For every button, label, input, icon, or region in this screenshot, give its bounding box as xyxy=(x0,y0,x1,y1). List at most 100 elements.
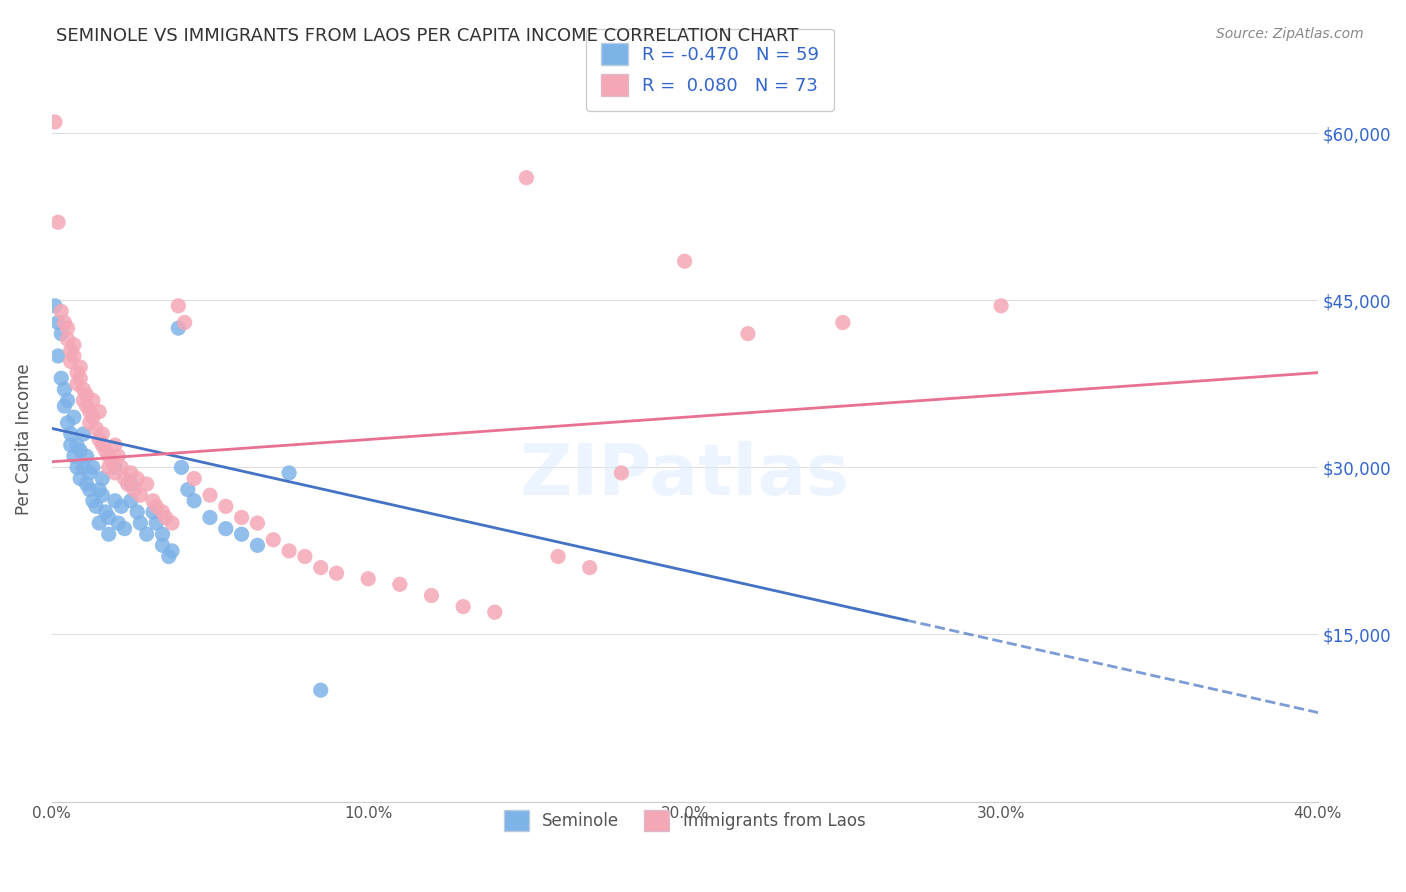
Point xyxy=(53,316,76,330)
Point xyxy=(278,466,301,480)
Point xyxy=(578,560,600,574)
Point xyxy=(246,538,269,552)
Point xyxy=(69,471,91,485)
Point xyxy=(51,326,73,341)
Point xyxy=(278,544,301,558)
Point xyxy=(91,488,114,502)
Point xyxy=(610,466,633,480)
Point xyxy=(114,522,136,536)
Point xyxy=(547,549,569,564)
Point xyxy=(66,460,89,475)
Point xyxy=(107,449,129,463)
Point xyxy=(294,549,316,564)
Point xyxy=(97,460,120,475)
Point xyxy=(89,404,111,418)
Point xyxy=(110,460,132,475)
Point xyxy=(104,460,127,475)
Point xyxy=(59,343,82,358)
Point xyxy=(451,599,474,614)
Point xyxy=(79,466,101,480)
Point xyxy=(145,516,167,530)
Text: Source: ZipAtlas.com: Source: ZipAtlas.com xyxy=(1216,27,1364,41)
Point xyxy=(46,316,69,330)
Point xyxy=(66,376,89,391)
Point xyxy=(231,510,253,524)
Point xyxy=(325,566,347,581)
Point xyxy=(51,371,73,385)
Point xyxy=(82,493,104,508)
Point xyxy=(63,410,86,425)
Point xyxy=(53,383,76,397)
Point xyxy=(173,316,195,330)
Point xyxy=(76,449,98,463)
Point xyxy=(46,215,69,229)
Point xyxy=(69,371,91,385)
Point xyxy=(91,426,114,441)
Point xyxy=(84,500,107,514)
Text: SEMINOLE VS IMMIGRANTS FROM LAOS PER CAPITA INCOME CORRELATION CHART: SEMINOLE VS IMMIGRANTS FROM LAOS PER CAP… xyxy=(56,27,799,45)
Point xyxy=(79,404,101,418)
Point xyxy=(120,493,142,508)
Point xyxy=(167,299,190,313)
Y-axis label: Per Capita Income: Per Capita Income xyxy=(15,364,32,516)
Point xyxy=(673,254,696,268)
Point xyxy=(82,393,104,408)
Point xyxy=(129,516,152,530)
Point xyxy=(104,466,127,480)
Point xyxy=(69,360,91,375)
Point xyxy=(76,388,98,402)
Point xyxy=(120,477,142,491)
Point xyxy=(420,589,443,603)
Point xyxy=(72,383,94,397)
Point xyxy=(127,505,149,519)
Point xyxy=(44,299,66,313)
Point xyxy=(82,410,104,425)
Point xyxy=(72,460,94,475)
Point xyxy=(309,683,332,698)
Point xyxy=(177,483,200,497)
Point xyxy=(152,538,174,552)
Point xyxy=(183,493,205,508)
Point xyxy=(53,399,76,413)
Point xyxy=(69,443,91,458)
Point xyxy=(104,438,127,452)
Point xyxy=(152,527,174,541)
Point xyxy=(82,460,104,475)
Point xyxy=(135,477,157,491)
Point xyxy=(104,493,127,508)
Point xyxy=(246,516,269,530)
Point xyxy=(79,416,101,430)
Point xyxy=(990,299,1012,313)
Point xyxy=(66,366,89,380)
Point xyxy=(91,471,114,485)
Point xyxy=(160,544,183,558)
Point xyxy=(46,349,69,363)
Point xyxy=(56,332,79,346)
Point xyxy=(198,488,221,502)
Point xyxy=(56,416,79,430)
Point xyxy=(84,421,107,435)
Point xyxy=(97,510,120,524)
Point xyxy=(94,505,117,519)
Point xyxy=(129,488,152,502)
Point xyxy=(63,449,86,463)
Point xyxy=(59,426,82,441)
Point xyxy=(59,438,82,452)
Point xyxy=(167,321,190,335)
Point xyxy=(831,316,853,330)
Point xyxy=(117,477,139,491)
Point xyxy=(51,304,73,318)
Text: ZIPatlas: ZIPatlas xyxy=(520,442,849,510)
Legend: Seminole, Immigrants from Laos: Seminole, Immigrants from Laos xyxy=(491,797,879,844)
Point xyxy=(76,477,98,491)
Point xyxy=(737,326,759,341)
Point xyxy=(122,483,145,497)
Point xyxy=(63,338,86,352)
Point xyxy=(63,349,86,363)
Point xyxy=(309,560,332,574)
Point xyxy=(198,510,221,524)
Point xyxy=(114,471,136,485)
Point xyxy=(157,549,180,564)
Point xyxy=(142,493,165,508)
Point xyxy=(56,393,79,408)
